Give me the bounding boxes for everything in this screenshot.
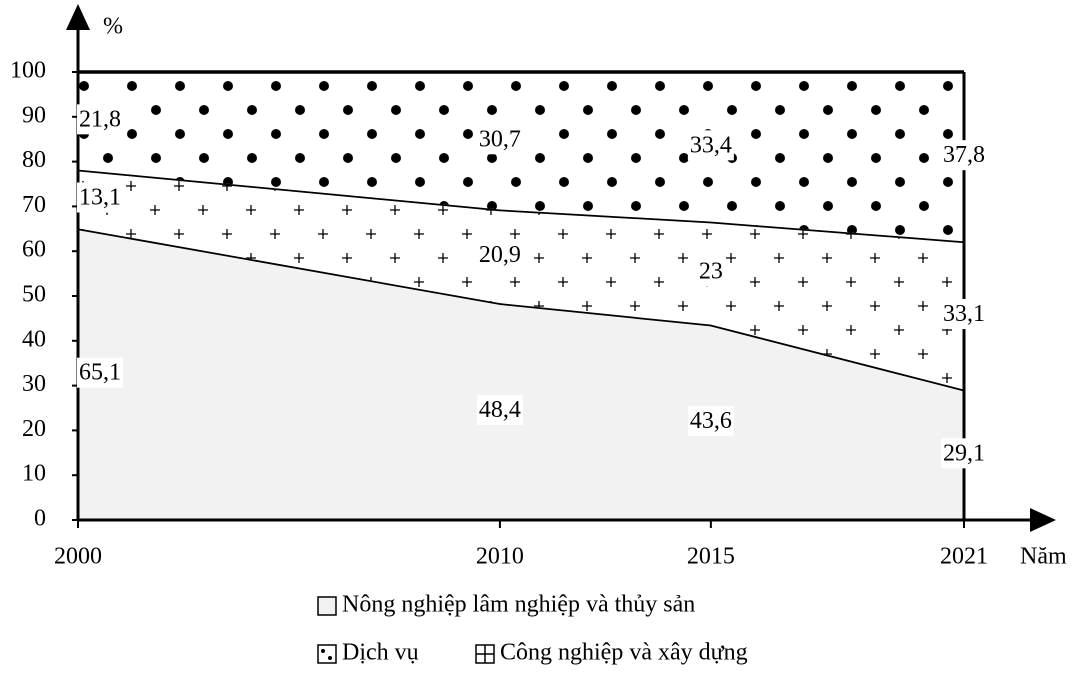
- legend-swatch-mark: [328, 656, 332, 660]
- y-tick-label: 10: [22, 461, 46, 487]
- value-label-bg: [77, 182, 123, 213]
- x-axis-arrow: [1030, 508, 1056, 532]
- legend-label: Công nghiệp và xây dựng: [500, 640, 748, 666]
- legend-swatch: [476, 645, 494, 663]
- value-label-bg: [77, 357, 123, 388]
- x-tick-label: 2021: [940, 544, 988, 570]
- value-label-bg: [696, 256, 725, 287]
- x-tick-label: 2000: [54, 544, 102, 570]
- area: [78, 72, 964, 242]
- legend-swatch-border: [317, 596, 337, 616]
- value-label: 37,8: [943, 142, 985, 168]
- y-tick-label: 100: [10, 58, 46, 84]
- y-axis-arrow: [66, 4, 90, 30]
- y-tick-label: 60: [22, 237, 46, 263]
- value-label-bg: [476, 124, 523, 155]
- y-axis-label: %: [103, 14, 123, 40]
- legend-swatch-border: [475, 644, 495, 664]
- value-label-bg: [941, 438, 987, 469]
- value-label-bg: [77, 104, 123, 135]
- legend-swatch: [321, 649, 332, 660]
- y-tick-label: 80: [22, 147, 46, 173]
- value-label-bg: [941, 298, 987, 330]
- value-label-bg: [476, 395, 523, 426]
- value-label: 20,9: [479, 242, 521, 268]
- value-label-bg: [687, 130, 734, 161]
- value-label: 48,4: [479, 397, 521, 423]
- legend-swatch-bg: [318, 645, 336, 663]
- x-tick-label: 2010: [476, 544, 524, 570]
- value-label: 29,1: [943, 440, 985, 466]
- y-tick-label: 50: [22, 282, 46, 308]
- legend-swatch-bg: [318, 597, 336, 615]
- x-tick-label: 2015: [687, 544, 735, 570]
- value-label-bg: [941, 140, 987, 171]
- legend-swatch-border: [317, 644, 337, 664]
- value-label: 13,1: [79, 185, 121, 211]
- legend-swatch-mark: [321, 649, 325, 653]
- value-label: 21,8: [79, 106, 121, 132]
- legend-label: Dịch vụ: [342, 640, 419, 666]
- value-label: 33,1: [943, 301, 985, 327]
- legend-label: Nông nghiệp lâm nghiệp và thủy sản: [342, 592, 695, 618]
- y-tick-label: 0: [34, 506, 46, 532]
- legend-swatch-mark: [476, 645, 494, 663]
- value-label: 43,6: [690, 408, 732, 434]
- value-label-bg: [687, 405, 734, 436]
- value-label: 30,7: [479, 126, 521, 152]
- y-tick-label: 30: [22, 371, 46, 397]
- y-tick-label: 90: [22, 102, 46, 128]
- y-tick-label: 70: [22, 192, 46, 218]
- y-tick-label: 40: [22, 326, 46, 352]
- value-label-bg: [476, 239, 523, 270]
- area: [78, 228, 964, 521]
- value-label: 23: [699, 259, 723, 285]
- value-label: 33,4: [690, 132, 732, 158]
- x-axis-label: Năm: [1020, 544, 1067, 570]
- y-tick-label: 20: [22, 416, 46, 442]
- plot-area: [77, 70, 966, 521]
- value-label: 65,1: [79, 360, 121, 386]
